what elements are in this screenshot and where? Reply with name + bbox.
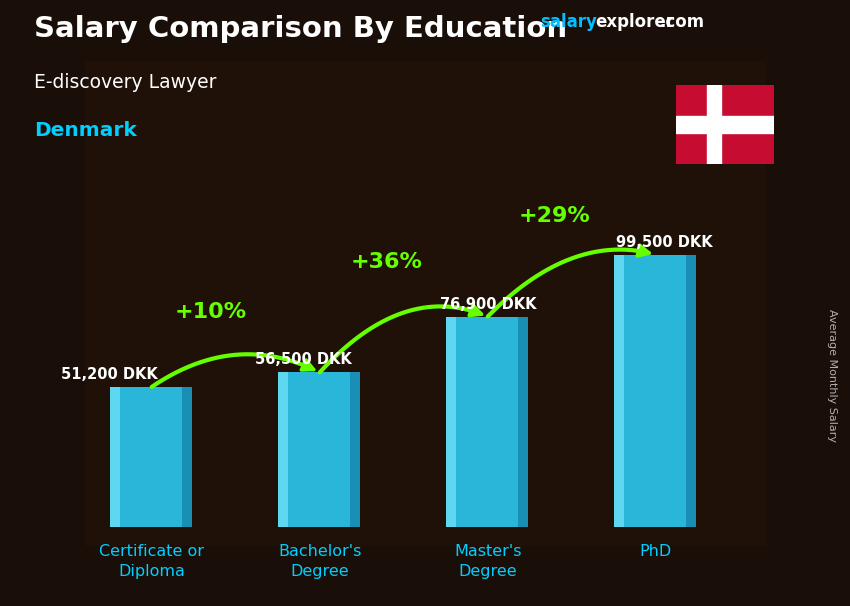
Text: +10%: +10% (174, 302, 246, 322)
Text: Salary Comparison By Education: Salary Comparison By Education (34, 15, 567, 43)
Text: 51,200 DKK: 51,200 DKK (61, 367, 158, 382)
Bar (85, 61, 765, 545)
Bar (110, 387, 120, 527)
Bar (182, 387, 192, 527)
Text: 76,900 DKK: 76,900 DKK (439, 296, 536, 311)
Bar (448, 316, 528, 527)
Text: +29%: +29% (519, 206, 591, 226)
Bar (707, 85, 721, 164)
Text: .com: .com (660, 13, 705, 32)
Bar (615, 255, 696, 527)
Bar (280, 373, 360, 527)
Bar (446, 316, 456, 527)
Text: explorer: explorer (595, 13, 674, 32)
Bar (676, 116, 774, 133)
Text: 56,500 DKK: 56,500 DKK (254, 353, 351, 367)
Bar (615, 255, 624, 527)
Text: +36%: +36% (351, 252, 423, 272)
Bar (278, 373, 288, 527)
Text: Average Monthly Salary: Average Monthly Salary (827, 309, 837, 442)
Text: 99,500 DKK: 99,500 DKK (616, 235, 712, 250)
Bar (518, 316, 528, 527)
Bar (350, 373, 360, 527)
Bar (111, 387, 192, 527)
Bar (686, 255, 696, 527)
Text: E-discovery Lawyer: E-discovery Lawyer (34, 73, 217, 92)
Text: salary: salary (540, 13, 597, 32)
Text: Denmark: Denmark (34, 121, 137, 140)
